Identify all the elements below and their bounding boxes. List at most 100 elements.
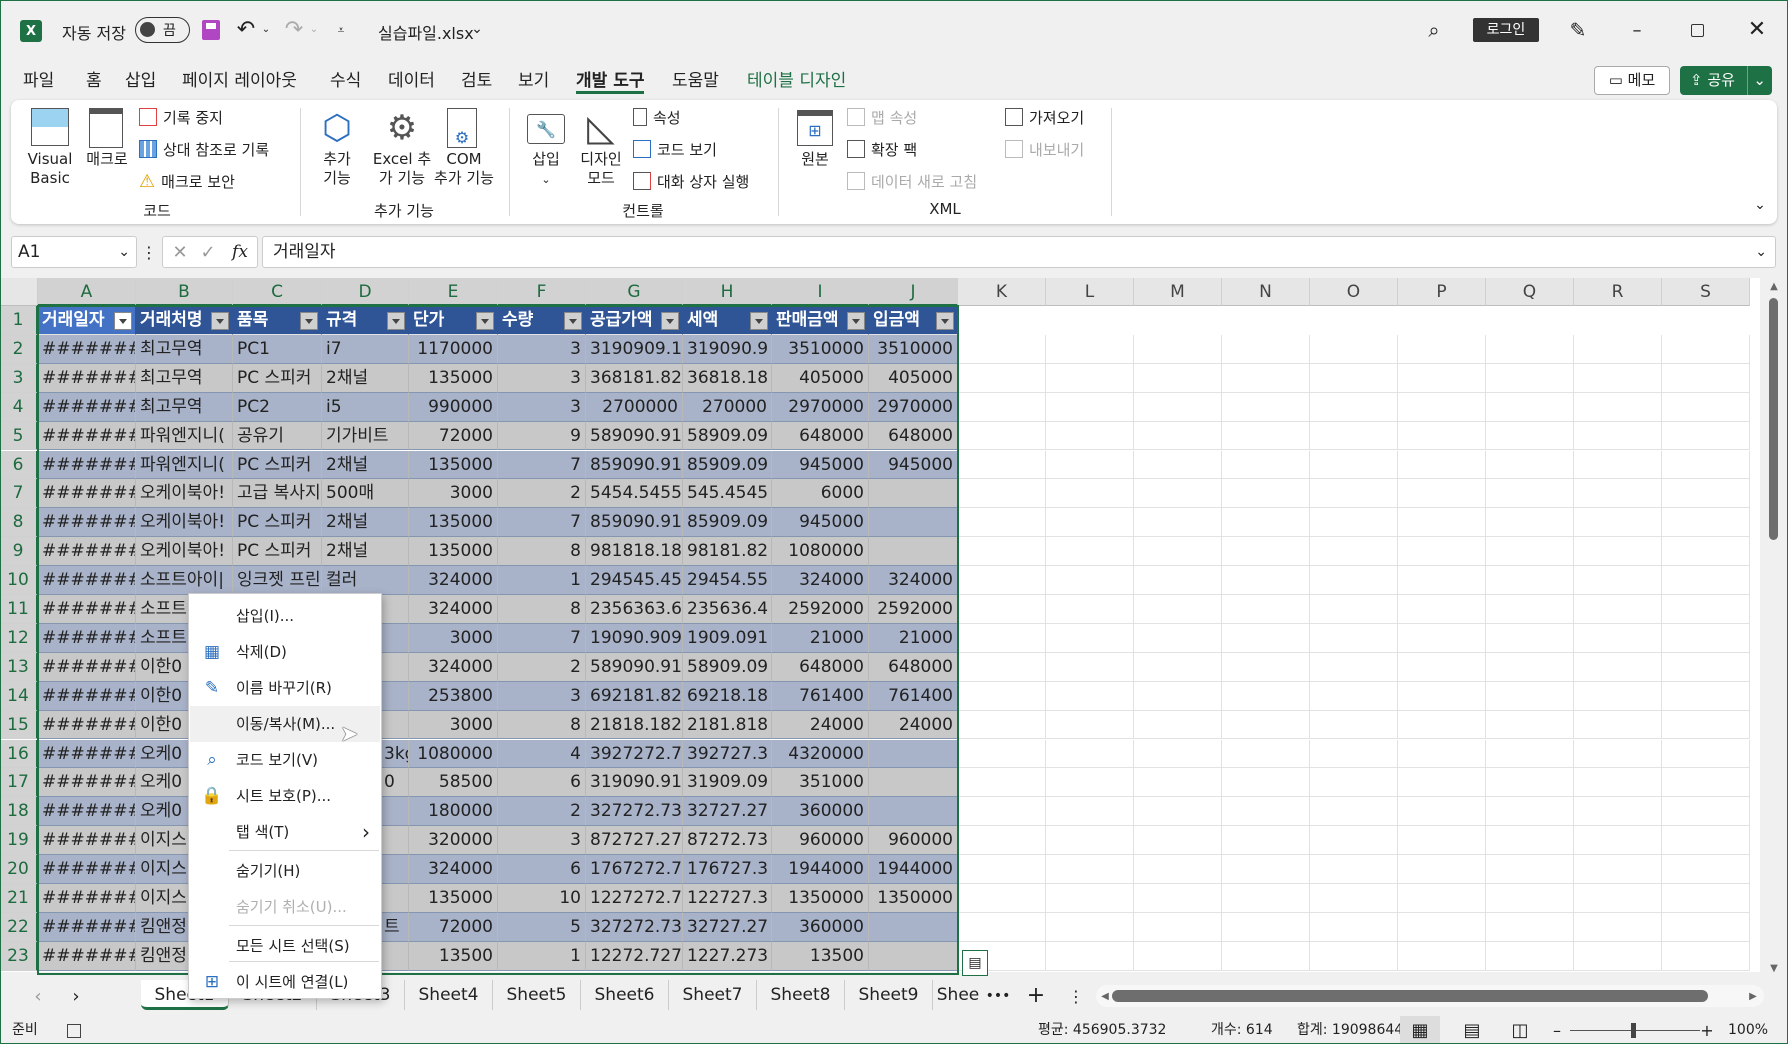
table-cell[interactable]: 1227.273 — [683, 941, 772, 971]
empty-cell[interactable] — [1046, 334, 1134, 364]
table-cell[interactable]: 21818.182 — [586, 710, 683, 740]
empty-cell[interactable] — [1662, 884, 1750, 913]
autosave-toggle[interactable]: 끔 — [135, 17, 190, 43]
table-cell[interactable]: 87272.73 — [683, 826, 772, 856]
empty-cell[interactable] — [1662, 450, 1750, 480]
table-cell[interactable]: 327272.73 — [586, 797, 683, 827]
empty-cell[interactable] — [1486, 941, 1574, 971]
empty-cell[interactable] — [1486, 768, 1574, 798]
empty-cell[interactable] — [1398, 884, 1486, 913]
empty-cell[interactable] — [958, 450, 1046, 480]
empty-cell[interactable] — [1486, 739, 1574, 769]
empty-cell[interactable] — [958, 652, 1046, 682]
row-header-1[interactable]: 1 — [0, 306, 38, 335]
empty-cell[interactable] — [1662, 363, 1750, 393]
table-cell[interactable]: 69218.18 — [683, 681, 772, 711]
table-cell[interactable]: 2181.818 — [683, 710, 772, 740]
table-cell[interactable]: i5 — [322, 392, 409, 422]
table-cell[interactable]: 945000 — [772, 508, 869, 538]
empty-cell[interactable] — [1134, 710, 1222, 740]
table-cell[interactable] — [869, 912, 958, 942]
filter-dropdown-icon[interactable] — [300, 312, 318, 330]
table-cell[interactable]: 최고무역 — [136, 392, 233, 422]
pen-icon[interactable]: ✎ — [1569, 18, 1587, 42]
insert-control-button[interactable]: 삽입 ⌄ — [523, 150, 569, 189]
filter-dropdown-icon[interactable] — [661, 312, 679, 330]
empty-cell[interactable] — [1222, 710, 1310, 740]
column-header-I[interactable]: I — [772, 278, 869, 306]
empty-cell[interactable] — [1662, 912, 1750, 942]
empty-cell[interactable] — [1310, 595, 1398, 624]
tab-review[interactable]: 검토 — [461, 71, 493, 91]
row-header-20[interactable]: 20 — [0, 855, 38, 884]
column-header-G[interactable]: G — [586, 278, 683, 306]
table-cell[interactable]: 859090.91 — [586, 508, 683, 538]
table-header-cell[interactable]: 단가 — [409, 306, 498, 335]
row-header-11[interactable]: 11 — [0, 595, 38, 624]
empty-cell[interactable] — [1486, 826, 1574, 856]
row-header-5[interactable]: 5 — [0, 421, 38, 451]
empty-cell[interactable] — [1486, 884, 1574, 913]
table-cell[interactable]: 2700000 — [586, 392, 683, 422]
empty-cell[interactable] — [1574, 537, 1662, 567]
context-menu-item[interactable]: ✎ 이름 바꾸기(R) — [190, 670, 380, 706]
tab-insert[interactable]: 삽입 — [125, 71, 157, 91]
empty-cell[interactable] — [1046, 508, 1134, 538]
table-cell[interactable]: 12272.727 — [586, 941, 683, 971]
row-header-18[interactable]: 18 — [0, 797, 38, 827]
table-cell[interactable]: 3 — [498, 392, 586, 422]
table-header-cell[interactable]: 입금액 — [869, 306, 958, 335]
empty-cell[interactable] — [1222, 912, 1310, 942]
table-cell[interactable]: 24000 — [772, 710, 869, 740]
table-cell[interactable]: 58909.09 — [683, 652, 772, 682]
empty-cell[interactable] — [1486, 508, 1574, 538]
empty-cell[interactable] — [1134, 508, 1222, 538]
empty-cell[interactable] — [1310, 912, 1398, 942]
empty-cell[interactable] — [1310, 537, 1398, 567]
table-cell[interactable]: 오케이북아! — [136, 479, 233, 509]
vertical-scroll-thumb[interactable] — [1769, 298, 1778, 540]
empty-cell[interactable] — [1134, 884, 1222, 913]
empty-cell[interactable] — [1046, 710, 1134, 740]
table-cell[interactable]: 324000 — [409, 652, 498, 682]
empty-cell[interactable] — [1574, 508, 1662, 538]
table-cell[interactable]: 잉크젯 프린 — [233, 566, 322, 595]
table-cell[interactable]: 324000 — [772, 566, 869, 595]
context-menu-item[interactable]: 삽입(I)... — [190, 598, 380, 634]
table-cell[interactable]: 5454.5455 — [586, 479, 683, 509]
empty-cell[interactable] — [1046, 479, 1134, 509]
table-cell[interactable]: ######## — [38, 855, 136, 884]
table-cell[interactable]: 3 — [498, 681, 586, 711]
column-header-K[interactable]: K — [958, 278, 1046, 306]
row-header-19[interactable]: 19 — [0, 826, 38, 856]
empty-cell[interactable] — [1398, 681, 1486, 711]
empty-cell[interactable] — [1662, 623, 1750, 653]
table-cell[interactable]: 1944000 — [772, 855, 869, 884]
empty-cell[interactable] — [1134, 826, 1222, 856]
horizontal-scroll-thumb[interactable] — [1112, 990, 1708, 1002]
empty-cell[interactable] — [1486, 623, 1574, 653]
empty-cell[interactable] — [958, 912, 1046, 942]
table-cell[interactable]: 324000 — [409, 595, 498, 624]
name-box[interactable]: A1 ⌄ — [11, 236, 137, 268]
column-header-H[interactable]: H — [683, 278, 772, 306]
table-header-cell[interactable]: 거래일자 — [38, 306, 136, 335]
table-cell[interactable]: 2970000 — [772, 392, 869, 422]
table-cell[interactable]: 고급 복사지 — [233, 479, 322, 509]
column-header-D[interactable]: D — [322, 278, 409, 306]
filter-dropdown-icon[interactable] — [387, 312, 405, 330]
filter-dropdown-icon[interactable] — [847, 312, 865, 330]
column-header-Q[interactable]: Q — [1486, 278, 1574, 306]
com-addins-button[interactable]: COM 추가 기능 — [429, 150, 499, 188]
empty-cell[interactable] — [1574, 884, 1662, 913]
column-header-S[interactable]: S — [1662, 278, 1750, 306]
empty-cell[interactable] — [1398, 537, 1486, 567]
table-header-cell[interactable]: 거래처명 — [136, 306, 233, 335]
table-cell[interactable]: 1080000 — [772, 537, 869, 567]
empty-cell[interactable] — [1486, 450, 1574, 480]
zoom-in-icon[interactable]: + — [1700, 1020, 1714, 1040]
tab-page-layout[interactable]: 페이지 레이아웃 — [182, 71, 297, 91]
filter-dropdown-icon[interactable] — [211, 312, 229, 330]
row-header-16[interactable]: 16 — [0, 739, 38, 769]
